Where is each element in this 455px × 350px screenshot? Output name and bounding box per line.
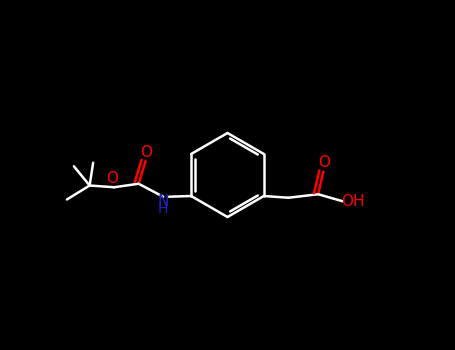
- Text: O: O: [318, 155, 330, 170]
- Text: OH: OH: [341, 195, 364, 209]
- Text: N: N: [157, 194, 169, 209]
- Text: O: O: [106, 171, 118, 186]
- Text: O: O: [140, 145, 152, 160]
- Text: H: H: [158, 202, 168, 216]
